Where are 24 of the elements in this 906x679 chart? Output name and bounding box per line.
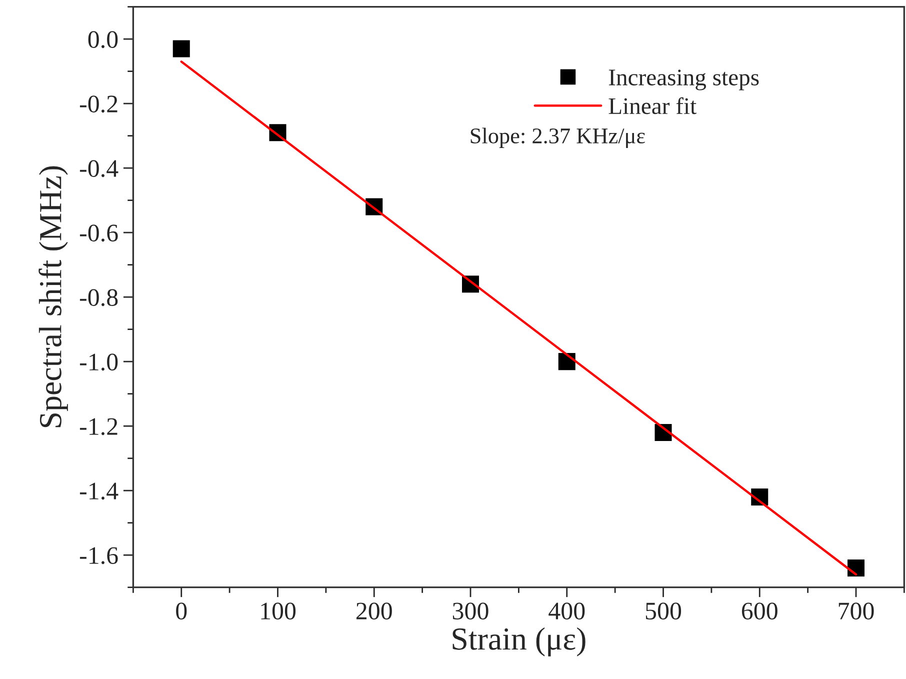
annotation: Slope: 2.37 KHz/με	[470, 128, 645, 148]
y-tick-label: -1.2	[80, 418, 118, 436]
point	[847, 559, 865, 576]
x-tick-label: 600	[742, 602, 778, 620]
x-tick-label: 200	[356, 602, 392, 620]
y-tick-label: -1.4	[80, 482, 118, 500]
point	[172, 40, 190, 58]
x-tick-label: 400	[548, 602, 585, 620]
x-tick-label: 700	[838, 602, 874, 620]
y-axis-title: Spectral shift (MHz)	[38, 166, 68, 428]
x-tick-label: 500	[646, 602, 682, 620]
y-tick-label: -1.0	[80, 354, 118, 371]
y-tick-label: -0.2	[80, 96, 118, 113]
x-tick-label: 300	[452, 602, 488, 620]
x-axis-title: Strain (με)	[452, 627, 586, 656]
x-tick-label: 100	[261, 602, 296, 620]
legend-label: Linear fit	[608, 97, 696, 114]
legend-label: Increasing steps	[608, 70, 759, 90]
y-tick-label: -0.4	[80, 160, 118, 178]
x-tick-label: 0	[176, 602, 187, 620]
y-tick-label: -0.8	[80, 289, 118, 306]
y-tick-label: -1.6	[80, 547, 118, 564]
y-tick-label: 0.0	[88, 31, 118, 48]
y-tick-label: -0.6	[80, 224, 118, 242]
